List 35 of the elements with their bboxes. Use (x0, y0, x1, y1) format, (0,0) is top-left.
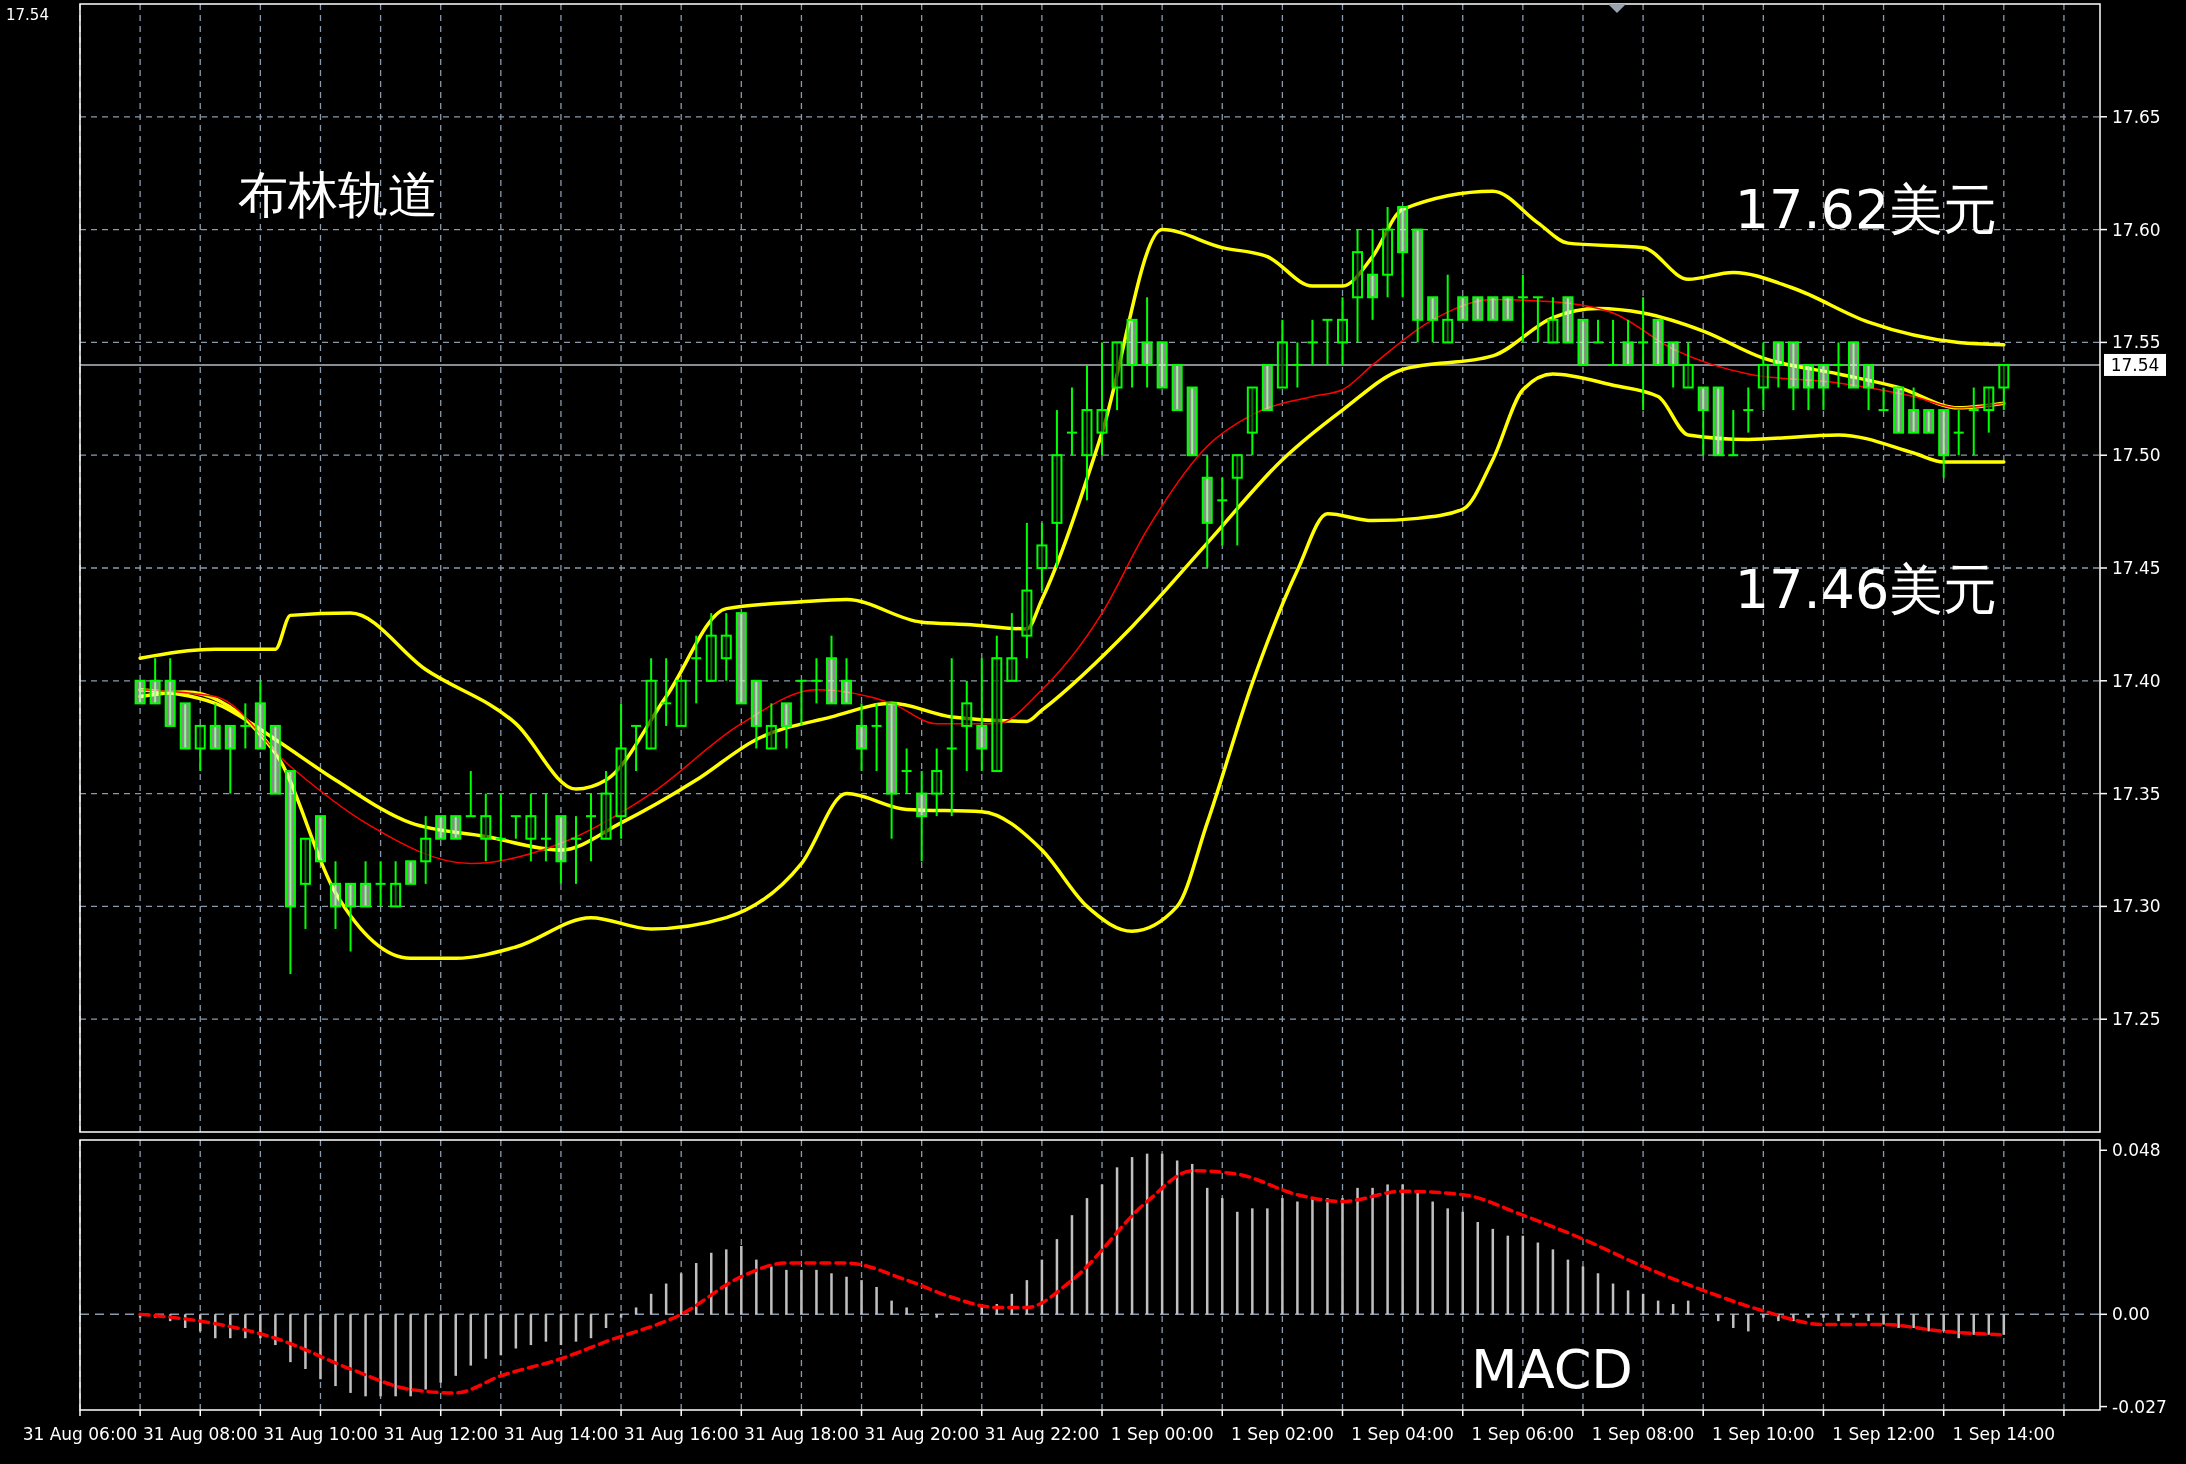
y-tick-label: 0.048 (2112, 1140, 2161, 1161)
annotation: MACD (1471, 1338, 1633, 1401)
x-tick-label: 1 Sep 12:00 (1832, 1424, 1935, 1444)
x-tick-label: 31 Aug 12:00 (383, 1424, 499, 1444)
y-tick-label: -0.027 (2112, 1396, 2167, 1417)
x-tick-label: 31 Aug 20:00 (864, 1424, 979, 1444)
x-tick-label: 1 Sep 02:00 (1231, 1424, 1334, 1444)
y-tick-label: 17.30 (2112, 896, 2161, 917)
x-tick-label: 31 Aug 22:00 (984, 1424, 1100, 1444)
x-tick-label: 31 Aug 08:00 (142, 1424, 258, 1444)
x-tick-label: 31 Aug 06:00 (22, 1424, 138, 1444)
y-tick-label: 17.45 (2112, 557, 2161, 578)
y-tick-label: 17.60 (2112, 219, 2161, 240)
x-tick-label: 1 Sep 00:00 (1110, 1424, 1214, 1444)
annotation: 布林轨道 (238, 166, 438, 224)
x-tick-label: 31 Aug 16:00 (623, 1424, 739, 1444)
y-tick-label: 0.00 (2112, 1304, 2150, 1325)
x-tick-label: 1 Sep 06:00 (1471, 1424, 1575, 1444)
text: 17.54 (6, 6, 49, 24)
x-tick-label: 31 Aug 14:00 (503, 1424, 619, 1444)
x-tick-label: 31 Aug 10:00 (263, 1424, 378, 1444)
x-tick-label: 31 Aug 18:00 (744, 1424, 859, 1444)
x-tick-label: 1 Sep 08:00 (1591, 1424, 1695, 1444)
y-tick-label: 17.35 (2112, 783, 2161, 804)
y-tick-label: 17.25 (2112, 1009, 2161, 1030)
y-tick-label: 17.65 (2112, 106, 2161, 127)
ref-line-label: 17.54 (2110, 354, 2160, 375)
y-tick-label: 17.40 (2112, 670, 2161, 691)
y-tick-label: 17.50 (2112, 445, 2161, 466)
y-tick-label: 17.55 (2112, 332, 2161, 353)
annotation: 17.62美元 (1734, 178, 1998, 241)
x-tick-label: 1 Sep 14:00 (1952, 1424, 2056, 1444)
x-tick-label: 1 Sep 04:00 (1351, 1424, 1454, 1444)
x-tick-label: 1 Sep 10:00 (1712, 1424, 1815, 1444)
annotation: 17.46美元 (1734, 558, 1998, 621)
